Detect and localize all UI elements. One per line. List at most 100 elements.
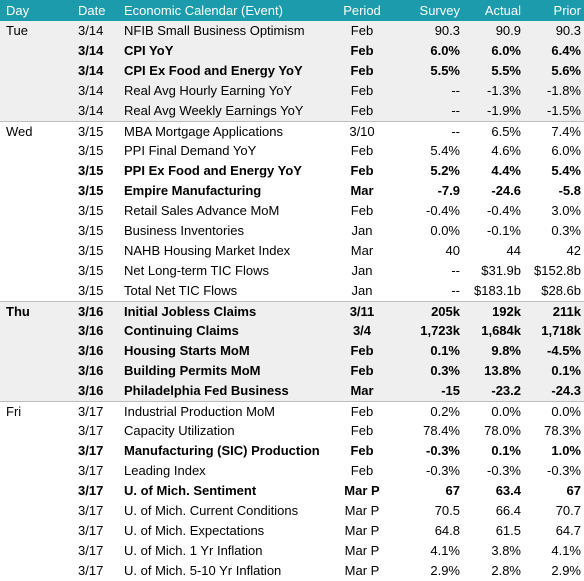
actual-cell: -1.9% bbox=[487, 103, 521, 118]
prior-cell: 90.3 bbox=[555, 23, 581, 38]
period-cell: Feb bbox=[350, 63, 374, 78]
survey-cell: 205k bbox=[431, 304, 460, 319]
survey-cell: 4.1% bbox=[430, 543, 460, 558]
day-cell: Fri bbox=[6, 404, 22, 419]
date-cell: 3/17 bbox=[78, 563, 104, 578]
date-cell: 3/14 bbox=[78, 43, 104, 58]
date-cell: 3/16 bbox=[78, 383, 104, 398]
actual-cell: 6.5% bbox=[491, 124, 521, 139]
survey-cell: 64.8 bbox=[434, 523, 460, 538]
date-cell: 3/14 bbox=[78, 83, 104, 98]
prior-cell: -1.8% bbox=[547, 83, 581, 98]
actual-cell: -1.3% bbox=[487, 83, 521, 98]
survey-cell: -- bbox=[451, 283, 460, 298]
table-row: 3/16 Building Permits MoM Feb 0.3% 13.8% 0.1% bbox=[0, 361, 584, 381]
event-cell: Building Permits MoM bbox=[124, 363, 261, 378]
table-row: 3/17 U. of Mich. 5-10 Yr Inflation Mar P 2.… bbox=[0, 561, 584, 581]
table-row: 3/15 Empire Manufacturing Mar -7.9 -24.6 -5.8 bbox=[0, 181, 584, 201]
prior-cell: 0.1% bbox=[551, 363, 581, 378]
survey-cell: -15 bbox=[441, 383, 460, 398]
table-row: 3/16 Philadelphia Fed Business Mar -15 -23.2… bbox=[0, 381, 584, 401]
prior-cell: $28.6b bbox=[541, 283, 581, 298]
actual-cell: 4.4% bbox=[491, 163, 521, 178]
header-cell: Period bbox=[343, 3, 381, 18]
event-cell: Total Net TIC Flows bbox=[124, 283, 238, 298]
table-row: 3/17 U. of Mich. Sentiment Mar P 67 63.4 67 bbox=[0, 481, 584, 501]
actual-cell: -24.6 bbox=[491, 183, 521, 198]
event-cell: U. of Mich. Current Conditions bbox=[124, 503, 299, 518]
period-cell: Mar P bbox=[344, 543, 380, 558]
actual-cell: -23.2 bbox=[491, 383, 521, 398]
prior-cell: 3.0% bbox=[551, 203, 581, 218]
survey-cell: -0.3% bbox=[426, 463, 460, 478]
period-cell: Mar bbox=[350, 183, 374, 198]
period-cell: 3/11 bbox=[349, 304, 375, 319]
table-row: 3/15 PPI Ex Food and Energy YoY Feb 5.2% 4.4… bbox=[0, 161, 584, 181]
period-cell: Jan bbox=[351, 283, 373, 298]
day-cell: Wed bbox=[6, 124, 33, 139]
date-cell: 3/17 bbox=[78, 423, 104, 438]
actual-cell: 4.6% bbox=[491, 143, 521, 158]
prior-cell: 7.4% bbox=[551, 124, 581, 139]
event-cell: NFIB Small Business Optimism bbox=[124, 23, 305, 38]
period-cell: Feb bbox=[350, 343, 374, 358]
period-cell: Feb bbox=[350, 43, 374, 58]
period-cell: 3/4 bbox=[352, 323, 372, 338]
prior-cell: 4.1% bbox=[551, 543, 581, 558]
prior-cell: 42 bbox=[566, 243, 581, 258]
table-row: 3/15 Total Net TIC Flows Jan -- $183.1b $28.6… bbox=[0, 281, 584, 301]
prior-cell: 1,718k bbox=[541, 323, 581, 338]
actual-cell: 5.5% bbox=[491, 63, 521, 78]
date-cell: 3/16 bbox=[78, 363, 104, 378]
event-cell: Capacity Utilization bbox=[124, 423, 235, 438]
survey-cell: 1,723k bbox=[420, 323, 460, 338]
event-cell: Philadelphia Fed Business bbox=[124, 383, 289, 398]
table-row: Tue 3/14 NFIB Small Business Optimism Feb 90… bbox=[0, 21, 584, 41]
date-cell: 3/15 bbox=[78, 203, 104, 218]
prior-cell: -1.5% bbox=[547, 103, 581, 118]
event-cell: CPI YoY bbox=[124, 43, 174, 58]
prior-cell: 5.4% bbox=[551, 163, 581, 178]
date-cell: 3/15 bbox=[78, 183, 104, 198]
prior-cell: -24.3 bbox=[551, 383, 581, 398]
table-row: 3/17 Capacity Utilization Feb 78.4% 78.0% 78.… bbox=[0, 421, 584, 441]
event-cell: U. of Mich. 1 Yr Inflation bbox=[124, 543, 263, 558]
actual-cell: 78.0% bbox=[484, 423, 521, 438]
actual-cell: 2.8% bbox=[491, 563, 521, 578]
table-row: 3/15 Business Inventories Jan 0.0% -0.1% 0.3% bbox=[0, 221, 584, 241]
event-cell: U. of Mich. 5-10 Yr Inflation bbox=[124, 563, 282, 578]
survey-cell: -0.4% bbox=[426, 203, 460, 218]
event-cell: Real Avg Hourly Earning YoY bbox=[124, 83, 293, 98]
survey-cell: 0.0% bbox=[430, 223, 460, 238]
date-cell: 3/16 bbox=[78, 343, 104, 358]
actual-cell: 0.0% bbox=[491, 404, 521, 419]
event-cell: NAHB Housing Market Index bbox=[124, 243, 291, 258]
period-cell: Mar P bbox=[344, 523, 380, 538]
actual-cell: -0.1% bbox=[487, 223, 521, 238]
period-cell: Feb bbox=[350, 423, 374, 438]
event-cell: MBA Mortgage Applications bbox=[124, 124, 283, 139]
table-row: 3/16 Housing Starts MoM Feb 0.1% 9.8% -4.5% bbox=[0, 341, 584, 361]
period-cell: Mar P bbox=[344, 563, 380, 578]
prior-cell: $152.8b bbox=[534, 263, 581, 278]
actual-cell: $31.9b bbox=[481, 263, 521, 278]
table-row: 3/15 Retail Sales Advance MoM Feb -0.4% -0.4… bbox=[0, 201, 584, 221]
table-row: 3/17 U. of Mich. Current Conditions Mar P 7… bbox=[0, 501, 584, 521]
date-cell: 3/17 bbox=[78, 483, 104, 498]
date-cell: 3/17 bbox=[78, 443, 104, 458]
event-cell: Net Long-term TIC Flows bbox=[124, 263, 269, 278]
prior-cell: 70.7 bbox=[555, 503, 581, 518]
prior-cell: 0.0% bbox=[551, 404, 581, 419]
header-cell: Economic Calendar (Event) bbox=[124, 3, 283, 18]
survey-cell: -- bbox=[451, 83, 460, 98]
survey-cell: 90.3 bbox=[434, 23, 460, 38]
prior-cell: 211k bbox=[552, 304, 581, 319]
survey-cell: 78.4% bbox=[423, 423, 460, 438]
table-row: 3/15 NAHB Housing Market Index Mar 40 44 42 bbox=[0, 241, 584, 261]
actual-cell: 3.8% bbox=[491, 543, 521, 558]
actual-cell: 61.5 bbox=[495, 523, 521, 538]
header-cell: Day bbox=[6, 3, 30, 18]
table-row: 3/14 CPI Ex Food and Energy YoY Feb 5.5% 5.5… bbox=[0, 61, 584, 81]
prior-cell: -5.8 bbox=[558, 183, 581, 198]
event-cell: PPI Final Demand YoY bbox=[124, 143, 257, 158]
